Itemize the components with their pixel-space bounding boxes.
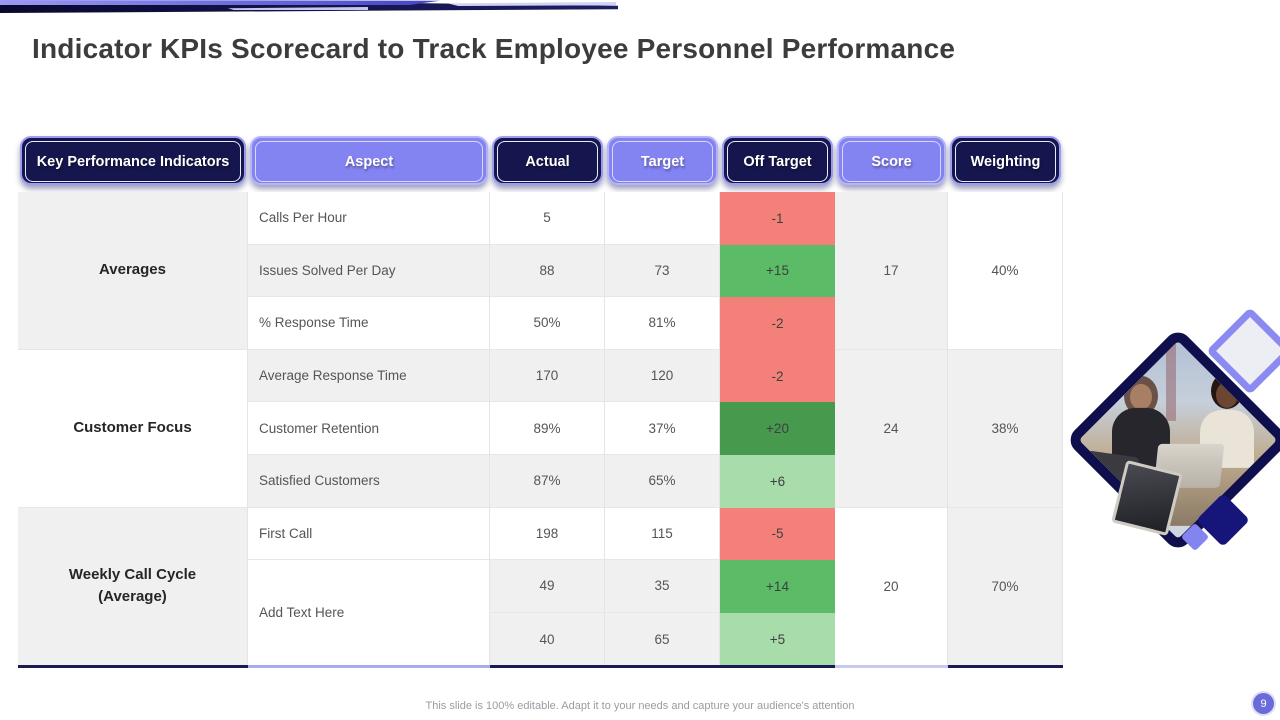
top-bar-lavender-stripe bbox=[228, 7, 368, 10]
aspect-cell: Average Response Time bbox=[248, 349, 490, 403]
column-header-off-target: Off Target bbox=[722, 136, 833, 185]
table-bottom-accent bbox=[18, 665, 248, 669]
actual-cell: 40 bbox=[490, 612, 605, 666]
aspect-cell: First Call bbox=[248, 507, 490, 561]
column-header-kpi: Key Performance Indicators bbox=[20, 136, 246, 185]
target-cell: 35 bbox=[605, 560, 720, 613]
aspect-cell: Issues Solved Per Day bbox=[248, 244, 490, 298]
page-number-badge: 9 bbox=[1253, 693, 1274, 714]
score-cell: 24 bbox=[835, 349, 948, 508]
weighting-cell: 38% bbox=[948, 349, 1063, 508]
score-cell: 17 bbox=[835, 192, 948, 350]
off-target-cell: +6 bbox=[720, 454, 835, 508]
target-cell: 120 bbox=[605, 349, 720, 403]
aspect-cell: Satisfied Customers bbox=[248, 454, 490, 508]
group-label-averages: Averages bbox=[18, 192, 248, 350]
actual-cell: 50% bbox=[490, 297, 605, 350]
aspect-cell: Customer Retention bbox=[248, 402, 490, 455]
table-bottom-accent bbox=[490, 665, 605, 669]
column-header-target: Target bbox=[607, 136, 718, 185]
target-cell: 81% bbox=[605, 297, 720, 350]
weighting-cell: 70% bbox=[948, 507, 1063, 666]
table-bottom-accent bbox=[248, 665, 490, 669]
target-cell bbox=[605, 192, 720, 245]
off-target-cell: +14 bbox=[720, 560, 835, 613]
actual-cell: 170 bbox=[490, 349, 605, 403]
editable-note: This slide is 100% editable. Adapt it to… bbox=[425, 700, 855, 712]
score-cell: 20 bbox=[835, 507, 948, 666]
aspect-cell: % Response Time bbox=[248, 297, 490, 350]
off-target-cell: +15 bbox=[720, 244, 835, 298]
off-target-cell: +20 bbox=[720, 402, 835, 455]
target-cell: 115 bbox=[605, 507, 720, 561]
off-target-cell: -5 bbox=[720, 507, 835, 561]
top-bar-periwinkle-stripe bbox=[0, 0, 440, 5]
photo-person-face bbox=[1216, 381, 1238, 408]
actual-cell: 198 bbox=[490, 507, 605, 561]
kpi-scorecard-table: Key Performance Indicators Aspect Actual… bbox=[18, 136, 1063, 669]
off-target-cell: -2 bbox=[720, 297, 835, 350]
top-decoration-bar bbox=[0, 0, 660, 18]
group-label-weekly-call-cycle: Weekly Call Cycle (Average) bbox=[18, 507, 248, 666]
off-target-cell: -1 bbox=[720, 192, 835, 245]
actual-cell: 5 bbox=[490, 192, 605, 245]
actual-cell: 49 bbox=[490, 560, 605, 613]
table-bottom-accent bbox=[948, 665, 1063, 669]
column-header-weighting: Weighting bbox=[950, 136, 1061, 185]
actual-cell: 88 bbox=[490, 244, 605, 298]
photo-window-detail bbox=[1166, 326, 1176, 421]
target-cell: 37% bbox=[605, 402, 720, 455]
off-target-cell: -2 bbox=[720, 349, 835, 403]
top-bar-lavender-stripe bbox=[448, 2, 616, 6]
target-cell: 65% bbox=[605, 454, 720, 508]
group-label-customer-focus: Customer Focus bbox=[18, 349, 248, 508]
column-header-aspect: Aspect bbox=[250, 136, 488, 185]
aspect-cell: Calls Per Hour bbox=[248, 192, 490, 245]
table-bottom-accent bbox=[605, 665, 720, 669]
photo-person-face bbox=[1130, 383, 1152, 410]
actual-cell: 87% bbox=[490, 454, 605, 508]
off-target-cell: +5 bbox=[720, 612, 835, 666]
column-header-score: Score bbox=[837, 136, 946, 185]
weighting-cell: 40% bbox=[948, 192, 1063, 350]
column-header-actual: Actual bbox=[492, 136, 603, 185]
slide-title: Indicator KPIs Scorecard to Track Employ… bbox=[32, 33, 956, 64]
aspect-cell: Add Text Here bbox=[248, 560, 490, 666]
target-cell: 73 bbox=[605, 244, 720, 298]
table-bottom-accent bbox=[720, 665, 835, 669]
target-cell: 65 bbox=[605, 612, 720, 666]
table-bottom-accent bbox=[835, 665, 948, 669]
actual-cell: 89% bbox=[490, 402, 605, 455]
